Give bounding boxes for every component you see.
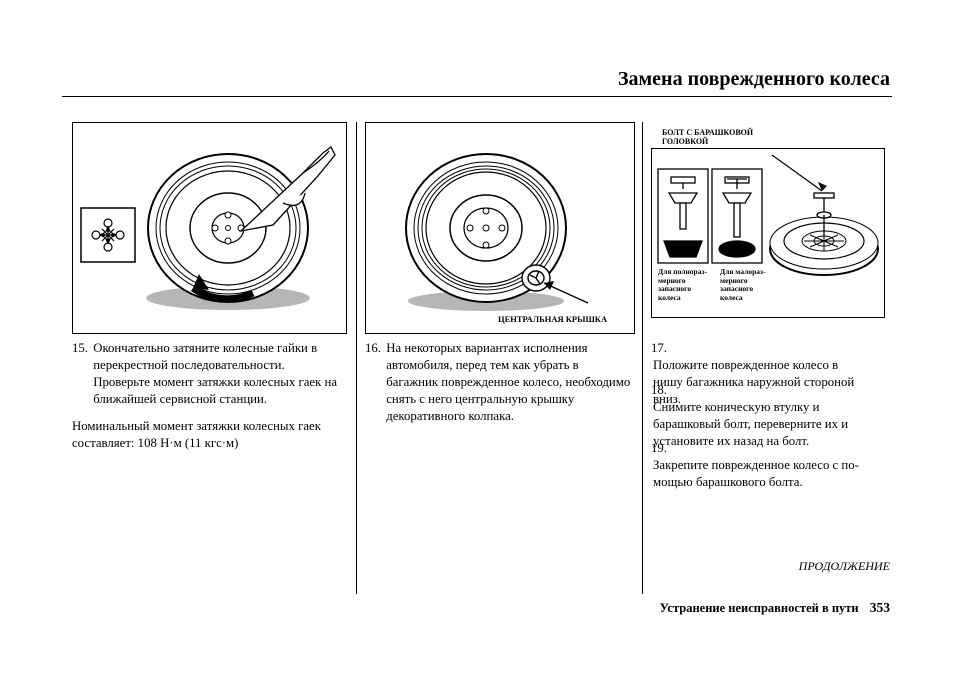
step-number: 19. bbox=[651, 441, 667, 455]
figure3-right-label: Для малораз- мерного запасного колеса bbox=[720, 268, 786, 303]
column-divider-2 bbox=[642, 122, 643, 594]
figure-1-tighten bbox=[73, 123, 346, 333]
figure-box-2 bbox=[365, 122, 635, 334]
step-text: На некоторых вариантах исполнения автомо… bbox=[386, 340, 632, 424]
col1-torque-note: Номинальный момент затяжки колесных гаек… bbox=[72, 418, 345, 452]
step-number: 16. bbox=[365, 341, 381, 355]
figure2-caption: ЦЕНТРАЛЬНАЯ КРЫШКА bbox=[498, 315, 607, 325]
continued-label: ПРОДОЛЖЕНИЕ bbox=[799, 559, 890, 574]
col3-step19: 19. Закрепите поврежденное колесо с по-м… bbox=[651, 440, 886, 491]
figure-box-1 bbox=[72, 122, 347, 334]
step-number: 18. bbox=[651, 383, 667, 397]
step-number: 17. bbox=[651, 341, 667, 355]
step-text: Закрепите поврежденное колесо с по-мощью… bbox=[653, 457, 867, 491]
figure3-top-label: БОЛТ С БАРАШКОВОЙ ГОЛОВКОЙ bbox=[662, 128, 772, 146]
step-text: Окончательно затяните колесные гайки в п… bbox=[93, 340, 343, 408]
figure-2-center-cap bbox=[366, 123, 634, 333]
title-rule bbox=[62, 96, 892, 97]
col2-step16: 16. На некоторых вариантах исполнения ав… bbox=[365, 340, 633, 424]
step-number: 15. bbox=[72, 341, 88, 355]
column-divider-1 bbox=[356, 122, 357, 594]
manual-page: Замена поврежденного колеса bbox=[0, 0, 954, 686]
page-title: Замена поврежденного колеса bbox=[618, 68, 890, 91]
figure3-left-label: Для полнораз- мерного запасного колеса bbox=[658, 268, 724, 303]
footer-section: Устранение неисправностей в пути bbox=[660, 601, 859, 615]
col1-step15: 15. Окончательно затяните колесные гайки… bbox=[72, 340, 345, 408]
footer-page-number: 353 bbox=[870, 600, 890, 615]
page-footer: Устранение неисправностей в пути 353 bbox=[660, 600, 890, 616]
